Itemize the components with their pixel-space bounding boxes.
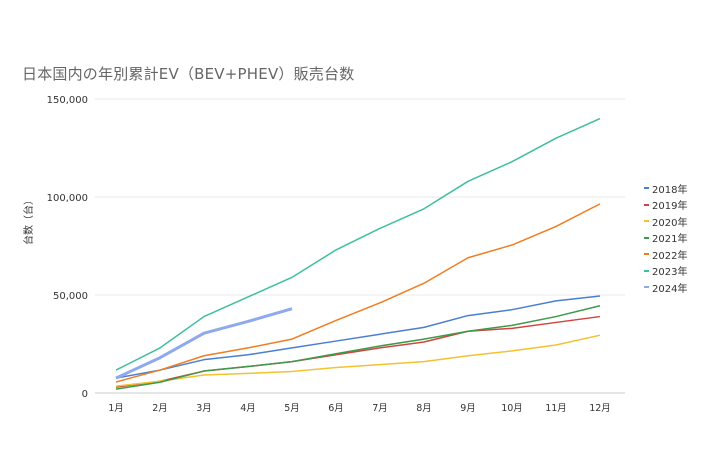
- x-tick-label: 2月: [152, 403, 168, 414]
- y-tick-label: 50,000: [53, 291, 88, 302]
- legend-swatch: [644, 286, 649, 289]
- legend-swatch: [644, 269, 649, 272]
- legend-item[interactable]: 2021年: [644, 230, 687, 247]
- series-line-2024年: [115, 307, 293, 380]
- series-line-2020年: [115, 334, 601, 387]
- legend-label: 2024年: [652, 283, 688, 295]
- legend-label: 2020年: [652, 217, 688, 229]
- x-tick-label: 6月: [328, 403, 344, 414]
- x-tick-label: 3月: [196, 403, 212, 414]
- legend-item[interactable]: 2020年: [644, 213, 687, 230]
- chart-title: 日本国内の年別累計EV（BEV+PHEV）販売台数: [22, 65, 355, 83]
- x-tick-label: 7月: [372, 403, 388, 414]
- legend-item[interactable]: 2019年: [644, 197, 687, 214]
- series-line-2022年: [115, 203, 601, 383]
- x-tick-label: 12月: [589, 403, 611, 414]
- x-tick-label: 9月: [460, 403, 476, 414]
- legend-swatch: [644, 203, 649, 206]
- x-tick-label: 5月: [284, 403, 300, 414]
- legend-swatch: [644, 187, 649, 190]
- legend-label: 2018年: [652, 184, 688, 196]
- legend-item[interactable]: 2018年: [644, 180, 687, 197]
- legend-label: 2022年: [652, 250, 688, 262]
- y-tick-label: 0: [82, 389, 88, 400]
- legend-label: 2023年: [652, 267, 688, 279]
- legend-swatch: [644, 220, 649, 223]
- legend-label: 2019年: [652, 201, 688, 213]
- legend-item[interactable]: 2024年: [644, 279, 687, 296]
- legend-swatch: [644, 253, 649, 256]
- x-tick-label: 11月: [545, 403, 567, 414]
- series-line-2021年: [115, 305, 601, 390]
- series-line-2018年: [115, 295, 601, 379]
- legend-label: 2021年: [652, 234, 688, 246]
- series-line-2023年: [115, 117, 601, 371]
- y-tick-label: 100,000: [47, 193, 88, 204]
- legend: 2018年 2019年 2020年 2021年 2022年 2023年 2024年: [644, 180, 687, 296]
- x-tick-label: 8月: [416, 403, 432, 414]
- x-tick-label: 4月: [240, 403, 256, 414]
- y-tick-label: 150,000: [47, 95, 88, 106]
- x-tick-label: 1月: [108, 403, 124, 414]
- legend-swatch: [644, 236, 649, 239]
- legend-item[interactable]: 2022年: [644, 246, 687, 263]
- x-tick-label: 10月: [501, 403, 523, 414]
- legend-item[interactable]: 2023年: [644, 263, 687, 280]
